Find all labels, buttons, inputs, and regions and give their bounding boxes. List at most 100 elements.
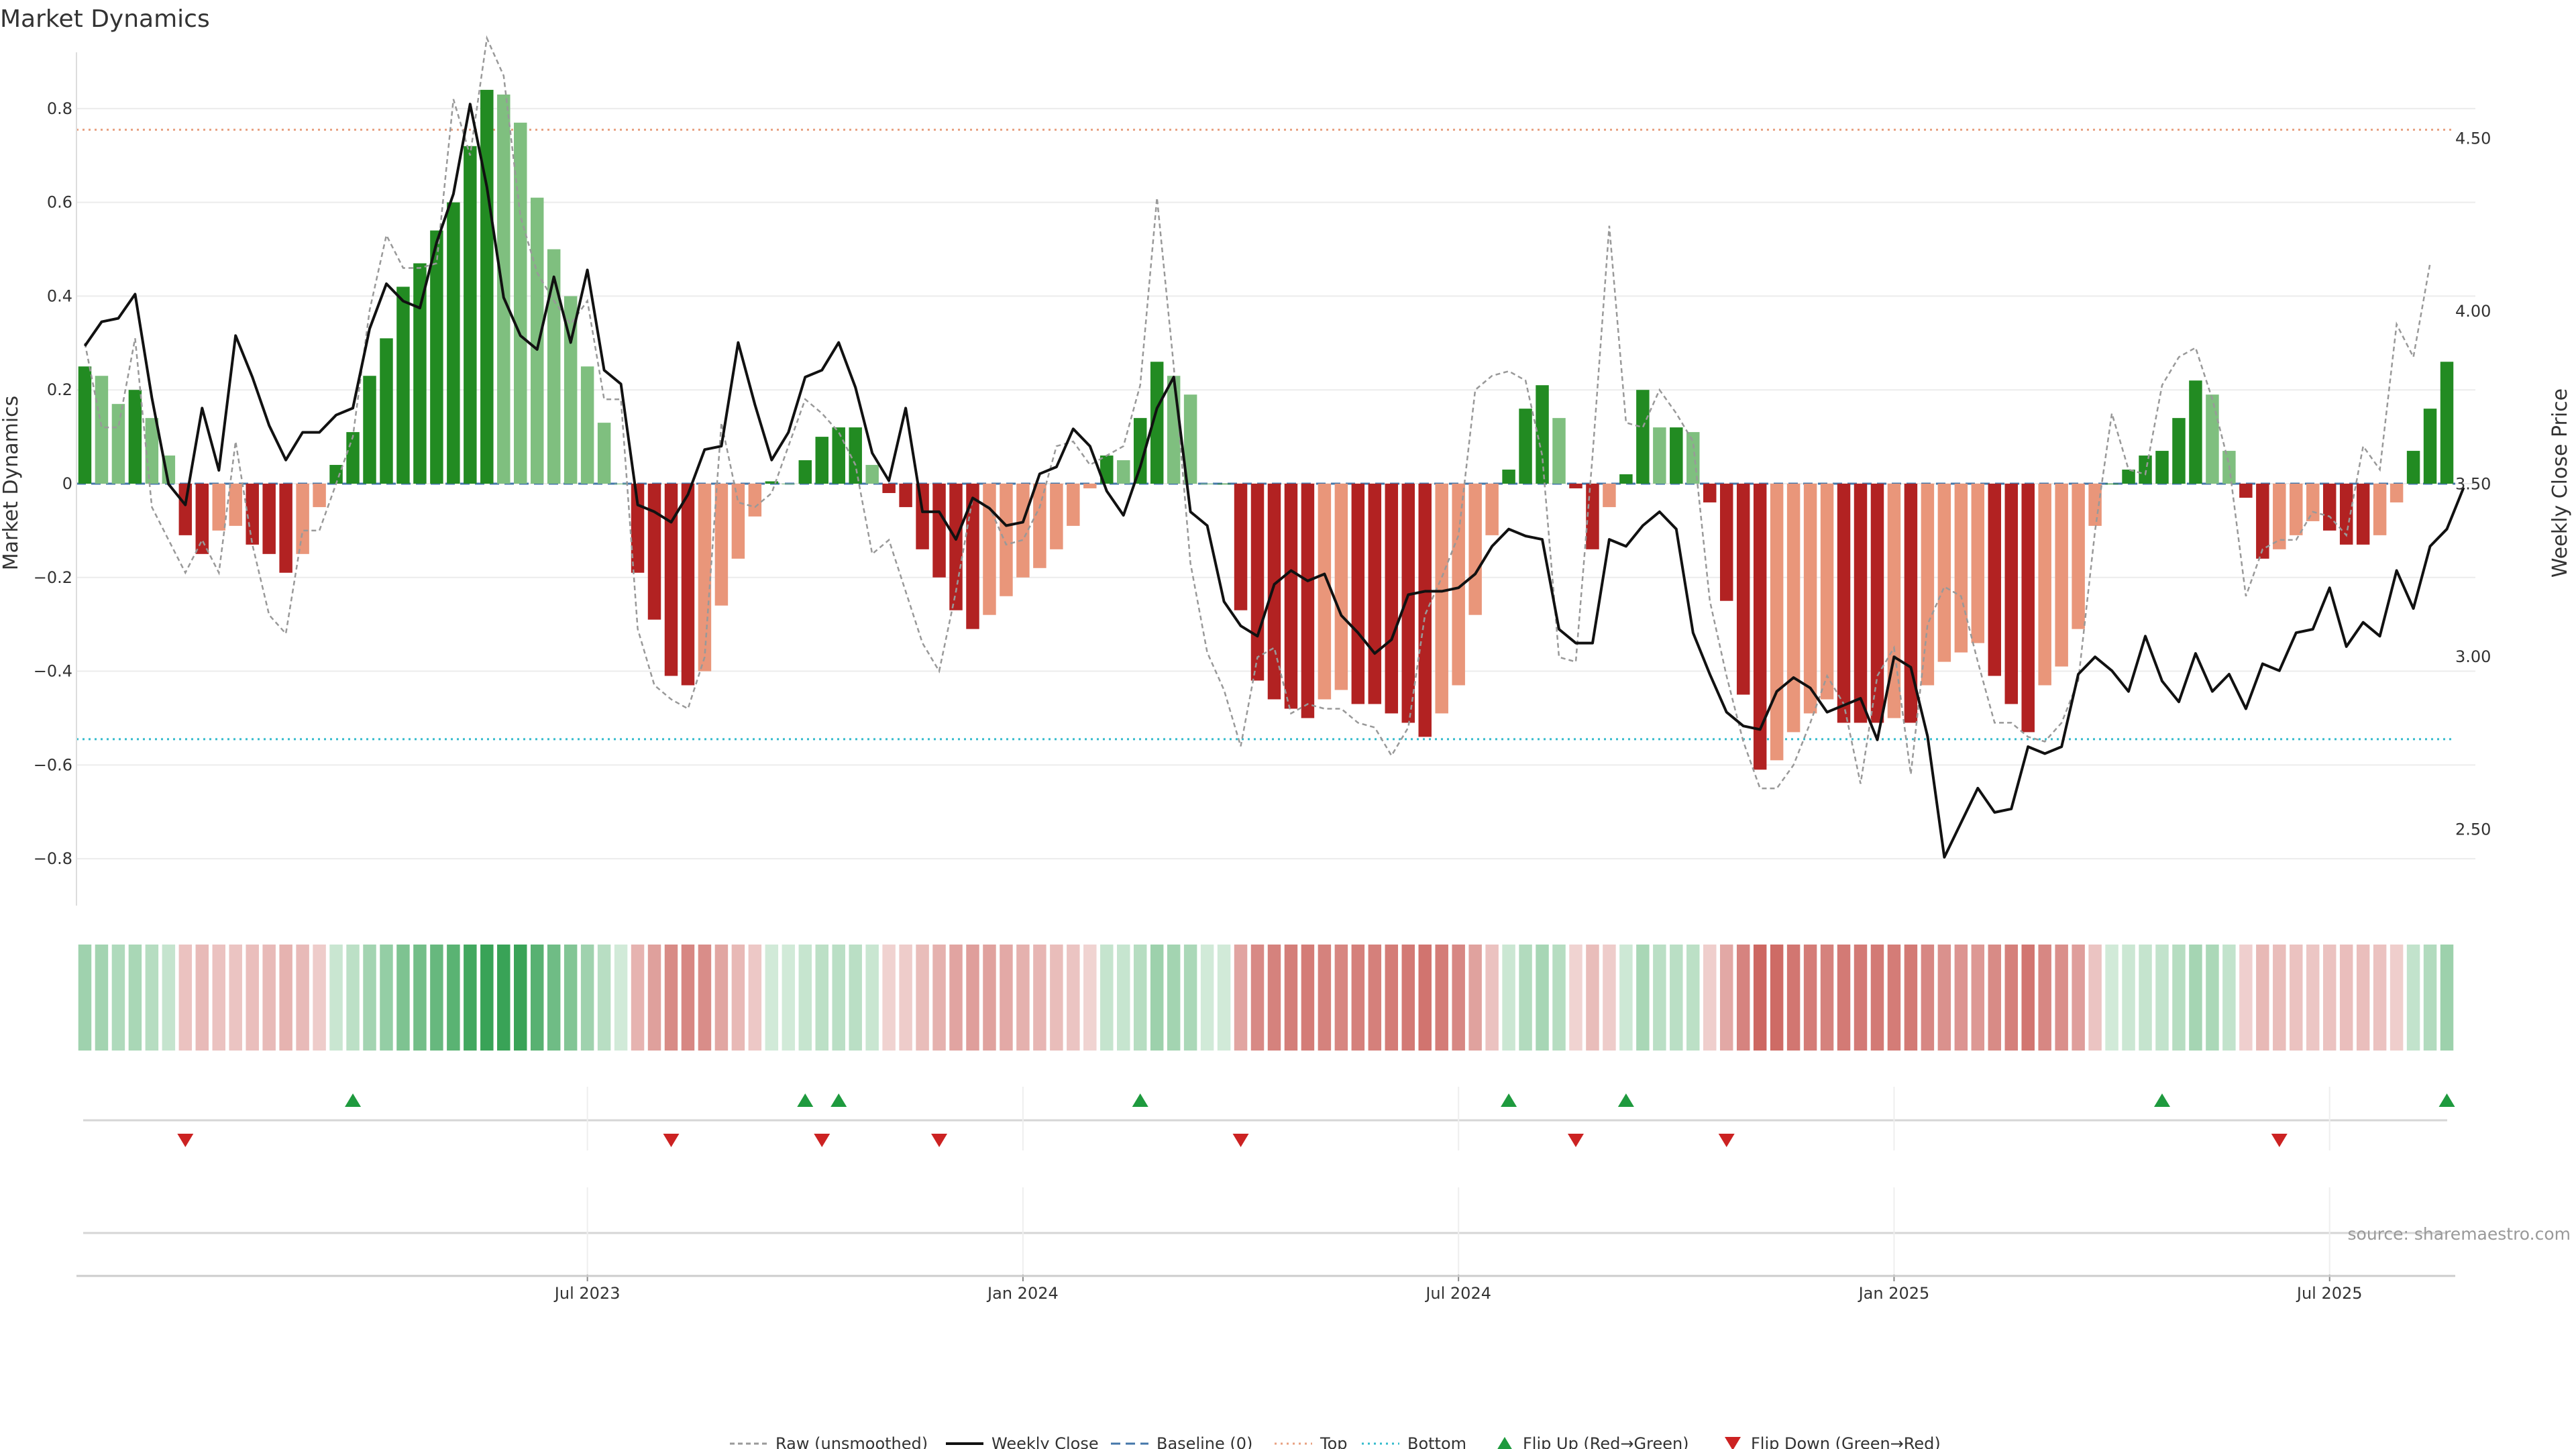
strip-cell — [413, 945, 427, 1051]
strip-cell — [530, 945, 544, 1051]
bar — [1033, 483, 1046, 568]
bar — [1318, 483, 1332, 700]
axes: 0.8 0.6 0.4 0.2 0 −0.2 −0.4 −0.6 −0.8 4.50 4.00 3.5… — [34, 52, 2491, 906]
strip-cell — [597, 945, 611, 1051]
bar — [246, 483, 259, 545]
strip-cell — [2038, 945, 2051, 1051]
bar — [849, 427, 862, 484]
strip-cell — [1067, 945, 1080, 1051]
strip-cell — [2390, 945, 2404, 1051]
flip-markers — [83, 1093, 2455, 1234]
strip-cell — [782, 945, 796, 1051]
strip-cell — [1033, 945, 1046, 1051]
strip-cell — [145, 945, 159, 1051]
legend-label: Flip Up (Red→Green) — [1523, 1434, 1689, 1449]
bar — [1301, 483, 1315, 718]
raw-line — [84, 35, 2431, 790]
strip-cell — [1921, 945, 1935, 1051]
bar — [1719, 483, 1733, 601]
strip-cell — [2172, 945, 2186, 1051]
flip-up-marker — [1617, 1093, 1634, 1107]
strip-cell — [1753, 945, 1767, 1051]
bar — [1904, 483, 1918, 723]
strip-cell — [2222, 945, 2236, 1051]
strip-cell — [1870, 945, 1884, 1051]
bar — [1954, 483, 1968, 653]
strip-cell — [983, 945, 996, 1051]
strip-cell — [162, 945, 176, 1051]
y2-tick-label: 3.50 — [2455, 475, 2491, 494]
bar — [1133, 418, 1147, 484]
legend-label: Weekly Close — [991, 1434, 1099, 1449]
strip-cell — [1100, 945, 1114, 1051]
strip-cell — [1552, 945, 1566, 1051]
bar-series — [78, 89, 2454, 770]
flip-down-marker — [1718, 1134, 1735, 1147]
bar — [2440, 362, 2454, 484]
strip-cell — [380, 945, 393, 1051]
strip-cell — [1117, 945, 1130, 1051]
bar — [346, 432, 360, 484]
strip-cell — [1435, 945, 1448, 1051]
strip-cell — [1971, 945, 1985, 1051]
strip-cell — [2072, 945, 2085, 1051]
bar — [1552, 418, 1566, 484]
bar — [178, 483, 193, 535]
bar — [1854, 483, 1868, 723]
flip-down-marker — [1567, 1134, 1584, 1147]
strip-cell — [1133, 945, 1147, 1051]
strip-cell — [1703, 945, 1717, 1051]
bar — [95, 376, 109, 484]
x-tick-label: Jul 2023 — [553, 1284, 621, 1303]
strip-cell — [212, 945, 225, 1051]
y2-tick-label: 3.00 — [2455, 647, 2491, 666]
strip-cell — [1318, 945, 1332, 1051]
bar — [1083, 483, 1097, 488]
bar — [2122, 470, 2135, 484]
bar — [2189, 380, 2202, 484]
bar — [1536, 385, 1549, 484]
bar — [2373, 483, 2387, 535]
strip-cell — [1803, 945, 1817, 1051]
strip-cell — [2206, 945, 2219, 1051]
bar — [765, 481, 779, 484]
strip-cell — [1385, 945, 1399, 1051]
bar — [1837, 483, 1851, 723]
bar — [1250, 483, 1265, 681]
bar — [2356, 483, 2370, 545]
strip-cell — [279, 945, 292, 1051]
strip-cell — [731, 945, 745, 1051]
bar — [647, 483, 661, 620]
legend-label: Bottom — [1407, 1434, 1466, 1449]
strip-cell — [564, 945, 578, 1051]
bar — [2390, 483, 2404, 502]
bar — [2072, 483, 2085, 629]
bar — [530, 197, 544, 484]
bar — [1653, 427, 1666, 484]
bar — [1067, 483, 1080, 526]
bar — [1569, 483, 1582, 488]
strip-cell — [2105, 945, 2118, 1051]
bar — [2021, 483, 2035, 733]
strip-cell — [2356, 945, 2370, 1051]
bar — [1820, 483, 1834, 700]
x-axis: Jul 2023 Jan 2024 Jul 2024 Jan 2025 Jul 2025 — [76, 1087, 2455, 1303]
flip-down-marker — [931, 1134, 948, 1147]
bar — [2239, 483, 2253, 498]
strip-cell — [229, 945, 242, 1051]
strip-cell — [2155, 945, 2169, 1051]
bar — [1485, 483, 1499, 535]
strip-cell — [1334, 945, 1348, 1051]
bar — [2088, 483, 2102, 526]
bar — [1284, 483, 1298, 709]
flip-down-marker — [663, 1134, 680, 1147]
bar — [966, 483, 979, 629]
bar — [430, 230, 443, 484]
strip-cell — [346, 945, 360, 1051]
bar — [731, 483, 745, 559]
bar — [229, 483, 242, 526]
bar — [313, 483, 326, 507]
strip-cell — [1837, 945, 1851, 1051]
bar — [1167, 376, 1181, 484]
bar — [882, 483, 896, 493]
